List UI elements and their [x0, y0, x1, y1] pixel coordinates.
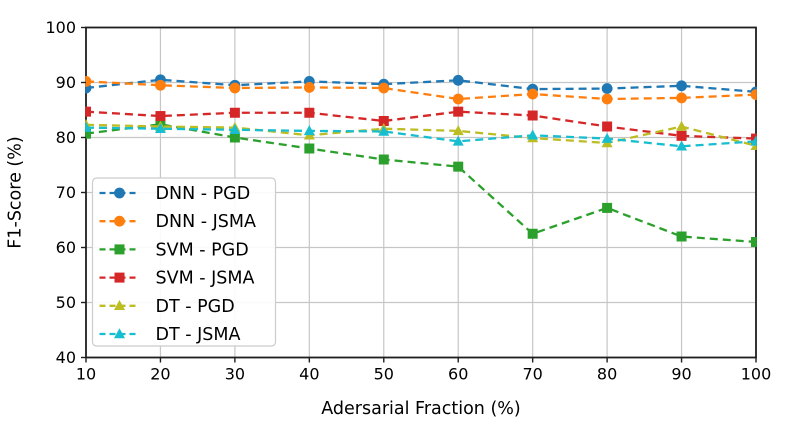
legend-label-dnn-pgd: DNN - PGD	[156, 184, 251, 204]
data-point-dnn-jsma	[229, 82, 241, 94]
data-point-svm-pgd	[378, 154, 389, 165]
data-point-dnn-jsma	[527, 88, 539, 100]
data-point-svm-jsma	[453, 106, 464, 117]
y-tick-label: 80	[56, 128, 76, 147]
data-point-dt-jsma	[676, 140, 688, 151]
data-point-dnn-jsma	[155, 79, 166, 91]
legend-item-dt-jsma: DT - JSMA	[99, 325, 241, 345]
x-tick-label: 20	[150, 365, 170, 384]
data-point-dt-pgd	[676, 120, 688, 131]
x-axis-label: Adersarial Fraction (%)	[321, 399, 520, 419]
data-point-svm-pgd	[229, 132, 240, 143]
data-point-svm-jsma	[304, 107, 315, 118]
series-line-dt-jsma	[85, 126, 757, 148]
y-tick-label: 40	[56, 348, 76, 367]
legend-marker-dnn-jsma	[114, 215, 125, 227]
data-point-dt-jsma	[452, 135, 464, 146]
data-point-dt-jsma	[85, 121, 92, 132]
data-point-dnn-jsma	[378, 82, 390, 94]
data-point-svm-pgd	[85, 128, 91, 139]
series-line-dnn-jsma	[85, 80, 757, 101]
y-tick-label: 90	[56, 73, 76, 92]
data-point-dt-jsma	[154, 122, 166, 133]
data-point-dnn-pgd	[676, 80, 687, 92]
series-layer	[85, 74, 757, 247]
data-point-svm-jsma	[527, 110, 538, 121]
legend-box	[91, 177, 277, 347]
data-point-svm-jsma	[85, 106, 91, 117]
data-point-dt-jsma	[750, 135, 757, 146]
legend-marker-svm-pgd	[114, 244, 125, 255]
y-tick-label: 100	[45, 18, 76, 37]
legend-marker-dt-jsma	[114, 328, 125, 339]
tick-layer: 10 20 30 40 50 60 70 80 90 100 40 50 60 70 80 90 100	[45, 18, 771, 384]
series-svm-jsma	[85, 106, 757, 144]
legend-marker-dt-pgd	[114, 300, 125, 311]
data-point-svm-pgd	[676, 231, 687, 242]
data-point-svm-pgd	[527, 228, 538, 239]
data-point-dnn-jsma	[303, 82, 315, 93]
legend-marker-dnn-pgd	[114, 187, 125, 199]
series-line-dnn-pgd	[85, 78, 757, 93]
legend-item-dnn-pgd: DNN - PGD	[99, 184, 251, 204]
data-point-dnn-jsma	[85, 76, 92, 87]
series-line-dt-pgd	[85, 123, 757, 147]
series-dt-pgd	[85, 119, 757, 150]
legend-item-svm-jsma: SVM - JSMA	[99, 269, 255, 289]
series-dnn-jsma	[85, 76, 757, 105]
data-point-dnn-jsma	[452, 93, 464, 105]
x-tick-label: 10	[76, 365, 96, 384]
x-tick-label: 50	[374, 365, 394, 384]
data-point-dt-jsma	[527, 129, 539, 140]
data-point-svm-jsma	[676, 130, 687, 141]
y-tick-label: 70	[56, 183, 76, 202]
data-point-svm-jsma	[751, 133, 757, 144]
y-tick-label: 50	[56, 293, 76, 312]
data-point-dt-jsma	[303, 125, 315, 136]
x-tick-label: 70	[522, 365, 542, 384]
data-point-dt-jsma	[378, 125, 390, 136]
data-point-dnn-jsma	[676, 92, 687, 104]
legend-item-dnn-jsma: DNN - JSMA	[99, 212, 256, 232]
data-point-svm-jsma	[378, 116, 389, 126]
legend-label-svm-pgd: SVM - PGD	[156, 240, 249, 260]
series-dt-jsma	[85, 121, 757, 151]
x-tick-label: 30	[225, 365, 245, 384]
data-point-svm-pgd	[751, 237, 757, 247]
legend-label-dt-jsma: DT - JSMA	[156, 325, 241, 345]
legend-item-dt-pgd: DT - PGD	[99, 297, 235, 317]
legend-marker-svm-jsma	[114, 272, 125, 283]
data-point-dt-pgd	[452, 125, 464, 136]
legend-label-dnn-jsma: DNN - JSMA	[156, 212, 256, 232]
series-line-svm-jsma	[85, 110, 757, 140]
data-point-dnn-pgd	[452, 74, 464, 86]
data-point-svm-jsma	[229, 107, 240, 118]
x-tick-label: 90	[671, 365, 691, 384]
legend-item-svm-pgd: SVM - PGD	[99, 240, 249, 260]
series-line-svm-pgd	[85, 123, 757, 244]
data-point-svm-pgd	[602, 202, 613, 213]
data-point-dnn-jsma	[601, 93, 613, 105]
data-point-dt-jsma	[601, 132, 613, 143]
data-point-dnn-jsma	[750, 89, 757, 100]
x-tick-label: 60	[448, 365, 468, 384]
data-point-dnn-pgd	[601, 83, 613, 94]
x-tick-label: 80	[597, 365, 617, 384]
data-point-svm-pgd	[304, 143, 315, 154]
data-point-svm-jsma	[155, 111, 166, 122]
legend-label-dt-pgd: DT - PGD	[156, 297, 235, 317]
data-point-svm-pgd	[453, 161, 464, 172]
data-point-svm-jsma	[602, 121, 613, 132]
data-point-dt-jsma	[229, 124, 241, 135]
x-tick-label: 100	[741, 365, 772, 384]
legend: DNN - PGD DNN - JSMA SVM - PGD SVM - JSMA DT…	[91, 177, 277, 347]
x-tick-label: 40	[299, 365, 319, 384]
y-tick-label: 60	[56, 238, 76, 257]
legend-label-svm-jsma: SVM - JSMA	[156, 269, 255, 289]
y-axis-label: F1-Score (%)	[6, 136, 26, 248]
